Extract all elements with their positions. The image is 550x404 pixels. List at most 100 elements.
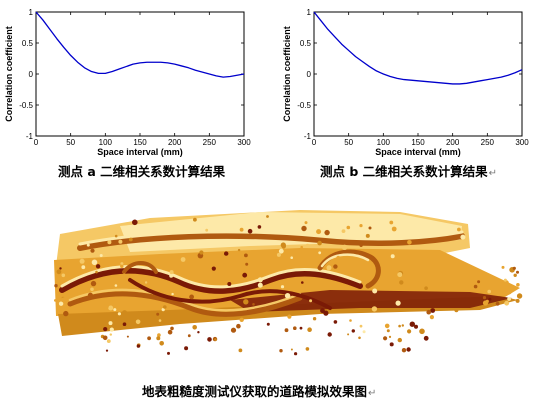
surface-dot (161, 308, 165, 312)
surface-dot (359, 243, 363, 247)
surface-dot (214, 338, 217, 341)
y-axis-label: Correlation coefficient (282, 26, 292, 122)
surface-dot (103, 303, 109, 310)
y-tick-label: 1 (307, 8, 312, 17)
x-tick-label: 100 (377, 138, 391, 147)
surface-dot (166, 244, 171, 249)
surface-dot (257, 282, 263, 288)
surface-dot (276, 252, 281, 257)
x-tick-label: 200 (168, 138, 182, 147)
surface-dot (318, 251, 322, 255)
surface-dot (157, 333, 161, 337)
caption-surface-label: 地表粗糙度测试仪获取的道路模拟效果图 (142, 384, 368, 399)
surface-dot (90, 280, 97, 287)
surface-dot (207, 337, 212, 342)
surface-dot (114, 284, 118, 287)
surface-dot (516, 270, 519, 274)
surface-dot (301, 225, 307, 232)
surface-dot (90, 287, 94, 292)
surface-dot (122, 322, 127, 326)
surface-dot (454, 308, 459, 313)
road-surface-simulation-image (54, 210, 523, 356)
surface-dot (252, 303, 255, 306)
surface-dot (333, 264, 338, 269)
surface-dot (359, 324, 363, 328)
surface-dot (158, 319, 162, 322)
surface-dot (59, 267, 62, 270)
surface-dot (512, 266, 516, 270)
ridge-wave-2 (67, 291, 303, 317)
surface-dot (284, 293, 291, 299)
plot-area (313, 11, 523, 137)
surface-dot (205, 228, 209, 232)
ridge-wave-2-light (68, 288, 302, 312)
surface-dot (58, 301, 64, 306)
surface-dot (294, 352, 298, 356)
surface-dot (237, 248, 241, 252)
surface-dot (167, 351, 170, 355)
ridge-rear (77, 232, 465, 251)
surface-dot (407, 329, 412, 334)
surface-dot (424, 286, 428, 290)
caption-surface: 地表粗糙度测试仪获取的道路模拟效果图↵ (142, 381, 376, 400)
surface-dot (429, 315, 434, 320)
x-tick-label: 200 (446, 138, 460, 147)
surface-dot (341, 244, 348, 250)
surface-dot (132, 219, 138, 226)
caption-chart-a-text: 测点 a 二维相关系数计算结果 (58, 164, 226, 179)
surface-dot (239, 227, 244, 232)
surface-dot (507, 297, 511, 301)
surface-dot (224, 251, 229, 256)
surface-dot (515, 298, 520, 303)
series-line-a-0 (35, 11, 245, 78)
surface-dot (95, 270, 98, 274)
surface-dot (397, 272, 403, 278)
surface-dot (309, 299, 313, 303)
surface-dot (188, 230, 192, 234)
y-tick-label: -0.5 (19, 101, 33, 110)
x-tick-label: 0 (312, 138, 317, 147)
surface-dot (91, 259, 98, 266)
x-tick-label: 300 (515, 138, 529, 147)
surface-dot (245, 262, 249, 266)
x-tick-label: 50 (66, 138, 75, 147)
surface-dot (395, 300, 401, 306)
surface-dot (290, 348, 293, 351)
surface-dot (171, 292, 174, 296)
surface-dot (243, 299, 249, 305)
surface-scatter-dots (54, 215, 523, 356)
surface-dot (278, 248, 284, 254)
surface-dot (244, 253, 248, 258)
surface-dot (409, 321, 415, 327)
surface-dot (106, 339, 111, 343)
surface-dot (242, 272, 248, 278)
surface-dot (401, 324, 404, 327)
y-tick-label: 0.5 (22, 39, 34, 48)
surface-dot (109, 333, 113, 336)
surface-dot (299, 326, 303, 330)
surface-dot (401, 348, 407, 353)
surface-dot (230, 225, 235, 229)
surface-dot (482, 300, 489, 306)
surface-dot (407, 240, 412, 245)
surface-dot (99, 254, 103, 257)
surface-dot (103, 327, 108, 332)
surface-dot (136, 344, 141, 348)
x-tick-label: 250 (481, 138, 495, 147)
surface-dot (473, 284, 478, 289)
mound-small (122, 261, 158, 274)
surface-dot (107, 240, 112, 245)
correlation-chart-b: 0 50 100 150 200 250 300 -1 -0.5 0 0.5 1 Space inter… (282, 8, 529, 157)
surface-dot (79, 258, 85, 264)
surface-dot (189, 294, 195, 300)
surface-dot (202, 269, 207, 274)
surface-dot (280, 285, 285, 289)
surface-dot (419, 328, 425, 335)
surface-dot (120, 264, 124, 268)
x-tick-label: 250 (203, 138, 217, 147)
surface-dot (170, 326, 174, 331)
surface-dot (211, 266, 216, 271)
surface-dot (516, 283, 520, 287)
surface-dot (54, 284, 58, 288)
surface-dot (389, 220, 394, 225)
